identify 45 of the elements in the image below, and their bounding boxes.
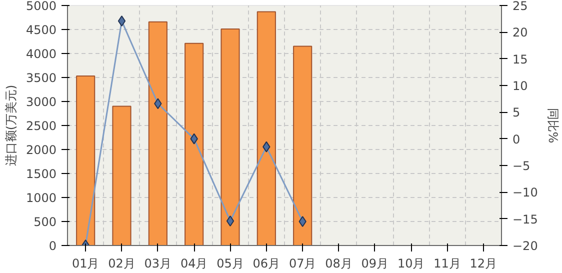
y-tick-label: 0 — [48, 239, 57, 253]
x-tick-label: 08月 — [325, 256, 352, 270]
y2-axis-title: 同比% — [546, 108, 560, 144]
x-tick-label: 05月 — [216, 256, 244, 270]
y-tick-label: 3500 — [26, 71, 57, 85]
bar — [220, 28, 240, 246]
x-tick-label: 10月 — [397, 256, 425, 270]
y-tick-label: 2500 — [26, 119, 57, 133]
y2-tick-label: −5 — [512, 159, 530, 173]
point — [118, 15, 126, 26]
y-tick-label: 4000 — [26, 47, 57, 61]
x-tick-label: 11月 — [434, 256, 461, 270]
y2-tick-label: 25 — [512, 0, 528, 13]
y-tick-label: 2000 — [26, 143, 57, 157]
point — [298, 216, 306, 227]
x-tick-label: 04月 — [180, 256, 208, 270]
y-axis-title: 进口额(万美元) — [4, 84, 18, 166]
y2-tick-label: −20 — [512, 239, 538, 253]
y-tick-label: 4500 — [26, 23, 57, 37]
y2-tick-label: 15 — [512, 52, 528, 66]
x-tick-label: 09月 — [361, 256, 389, 270]
bar — [293, 46, 312, 246]
bar — [148, 21, 168, 246]
y-tick-label: 1500 — [26, 167, 57, 181]
y-tick-label: 5000 — [26, 0, 57, 13]
y-tick-label: 1000 — [26, 191, 57, 205]
y2-tick-label: 5 — [512, 106, 520, 120]
y-tick-label: 500 — [34, 215, 56, 229]
x-tick-label: 01月 — [72, 256, 100, 270]
y2-tick-label: 20 — [512, 26, 528, 40]
bar — [76, 76, 96, 246]
bar — [256, 11, 276, 246]
bar — [112, 106, 132, 246]
x-tick-label: 07月 — [288, 256, 316, 270]
y2-tick-label: 10 — [512, 79, 528, 93]
point — [226, 215, 234, 226]
x-tick-label: 02月 — [108, 256, 136, 270]
y2-tick-label: 0 — [512, 132, 520, 146]
x-tick-label: 12月 — [470, 256, 498, 270]
y-tick-label: 3000 — [26, 95, 57, 109]
x-tick-label: 03月 — [144, 256, 172, 270]
y2-tick-label: −10 — [512, 186, 538, 200]
y2-tick-label: −15 — [512, 212, 538, 226]
bar — [184, 42, 204, 246]
x-tick-label: 06月 — [252, 256, 280, 270]
